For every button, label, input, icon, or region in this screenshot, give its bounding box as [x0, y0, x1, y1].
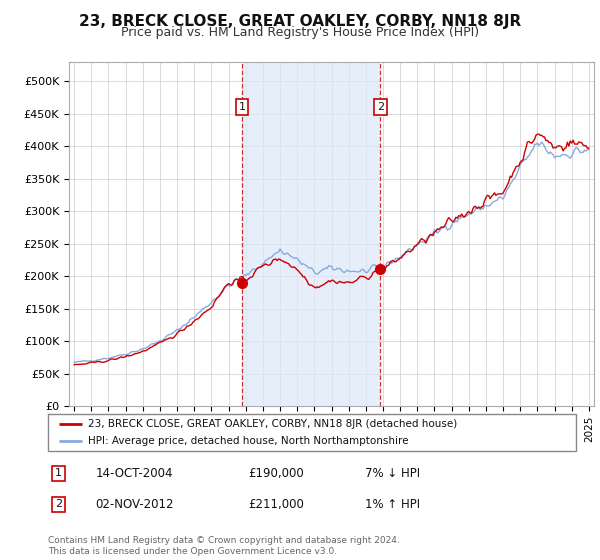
Text: 7% ↓ HPI: 7% ↓ HPI [365, 467, 420, 480]
Bar [242, 62, 380, 406]
Text: 02-NOV-2012: 02-NOV-2012 [95, 498, 174, 511]
Text: 14-OCT-2004: 14-OCT-2004 [95, 467, 173, 480]
Text: 2: 2 [55, 500, 62, 509]
Text: 1: 1 [239, 102, 245, 112]
Text: 23, BRECK CLOSE, GREAT OAKLEY, CORBY, NN18 8JR: 23, BRECK CLOSE, GREAT OAKLEY, CORBY, NN… [79, 14, 521, 29]
Text: HPI: Average price, detached house, North Northamptonshire: HPI: Average price, detached house, Nort… [88, 436, 408, 446]
Text: 2: 2 [377, 102, 384, 112]
Text: 1% ↑ HPI: 1% ↑ HPI [365, 498, 420, 511]
Text: 1: 1 [55, 469, 62, 478]
Text: 23, BRECK CLOSE, GREAT OAKLEY, CORBY, NN18 8JR (detached house): 23, BRECK CLOSE, GREAT OAKLEY, CORBY, NN… [88, 419, 457, 429]
Text: £190,000: £190,000 [248, 467, 304, 480]
Text: Contains HM Land Registry data © Crown copyright and database right 2024.
This d: Contains HM Land Registry data © Crown c… [48, 536, 400, 556]
Text: £211,000: £211,000 [248, 498, 305, 511]
Text: Price paid vs. HM Land Registry's House Price Index (HPI): Price paid vs. HM Land Registry's House … [121, 26, 479, 39]
